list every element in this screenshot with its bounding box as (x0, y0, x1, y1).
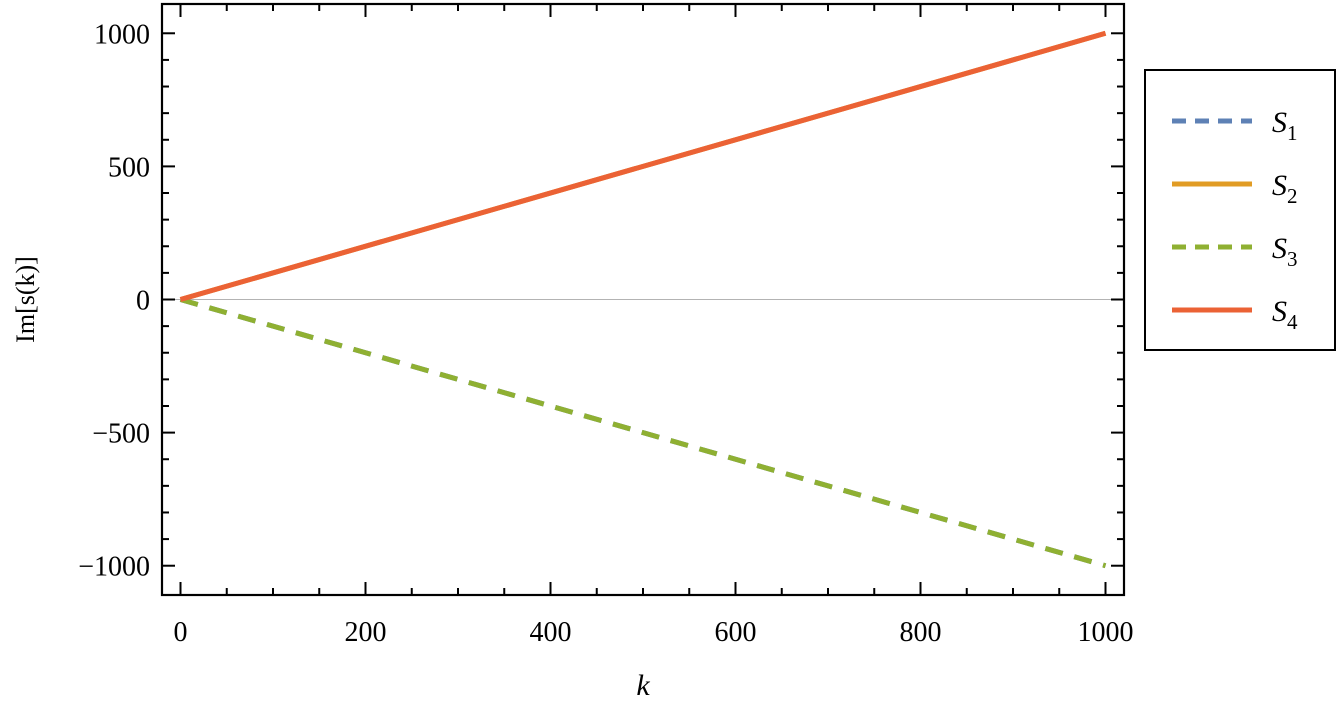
x-tick-label: 400 (530, 617, 572, 648)
y-tick-label: 0 (136, 286, 150, 317)
x-tick-label: 600 (715, 617, 757, 648)
y-tick-label: −1000 (78, 552, 150, 583)
x-tick-label: 0 (174, 617, 188, 648)
y-tick-label: −500 (92, 419, 150, 450)
legend-box (1144, 69, 1336, 351)
x-tick-label: 800 (900, 617, 942, 648)
series-line-3 (179, 297, 1107, 569)
y-tick-label: 1000 (94, 19, 150, 50)
y-axis-label: Im[s(k)] (11, 256, 40, 343)
series-line-4 (179, 30, 1107, 302)
x-tick-label: 1000 (1078, 617, 1134, 648)
x-axis-label: k (636, 669, 650, 702)
x-tick-label: 200 (345, 617, 387, 648)
y-tick-label: 500 (108, 152, 150, 183)
